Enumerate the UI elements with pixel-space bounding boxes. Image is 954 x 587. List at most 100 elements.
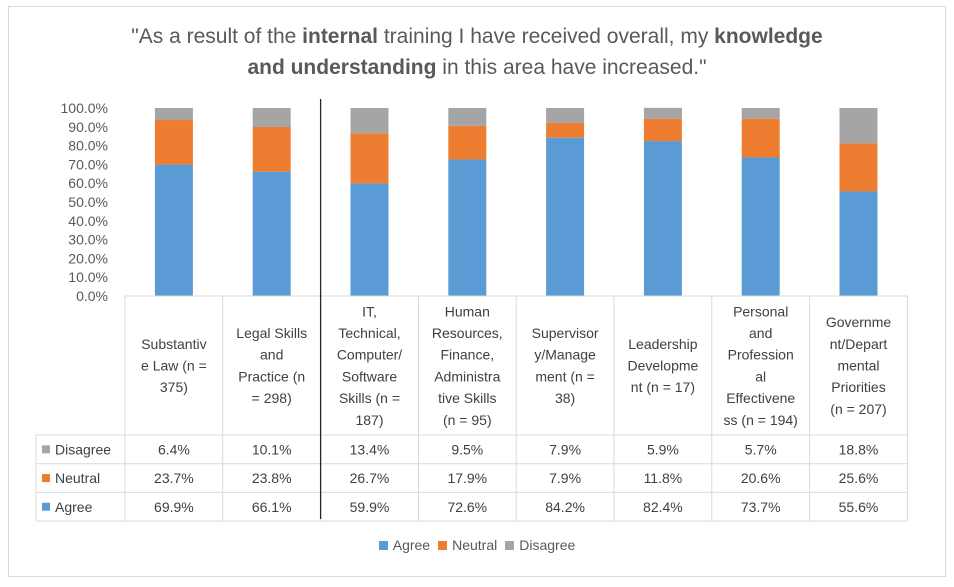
category-label: Supervisor [532,325,599,341]
category-label: Computer/ [337,347,402,363]
category-label: IT, [362,303,377,319]
data-label: 6.4% [158,441,190,457]
category-label: Governme [826,314,892,330]
y-tick-label: 50.0% [68,194,108,210]
legend-item-neutral: Neutral [438,537,497,553]
data-label: 13.4% [350,441,390,457]
bar-agree [350,183,389,296]
bar-neutral [448,125,487,160]
data-label: 9.5% [451,441,483,457]
category-label: ss (n = 194) [724,412,798,428]
category-label: ment (n = [535,368,595,384]
category-label: (n = 95) [443,412,492,428]
data-label: 7.9% [549,470,581,486]
bar-neutral [741,118,780,158]
legend: Agree Neutral Disagree [0,537,954,553]
category-label: and [260,347,283,363]
legend-swatch [378,541,388,550]
data-label: 73.7% [741,499,781,515]
category-label: nt/Depart [830,336,888,352]
category-label: Resources, [432,325,503,341]
data-label: 55.6% [839,499,879,515]
data-label: 26.7% [350,470,390,486]
bar-disagree [741,108,780,119]
category-label: Practice (n [238,368,305,384]
category-label: Technical, [338,325,400,341]
y-tick-label: 80.0% [68,138,108,154]
category-label: Personal [733,303,788,319]
category-label: 187) [355,412,383,428]
row-label-neutral: Neutral [55,470,100,486]
y-tick-label: 30.0% [68,232,108,248]
category-label: Administra [434,368,500,384]
category-label: 38) [555,390,575,406]
category-label: al [755,368,766,384]
data-label: 69.9% [154,499,194,515]
y-tick-label: 90.0% [68,119,108,135]
bar-disagree [546,108,585,123]
title-part: and understanding [247,56,437,79]
category-label: = 298) [252,390,292,406]
bar-disagree [252,108,291,127]
bar-neutral [350,133,389,184]
data-label: 17.9% [447,470,487,486]
data-label: 11.8% [644,470,683,486]
bar-disagree [643,107,682,119]
y-tick-label: 100.0% [61,100,108,116]
bar-neutral [154,120,193,165]
title-part: "As a result of the [131,25,303,48]
legend-key-neutral [42,474,50,483]
legend-swatch [505,541,515,550]
bar-agree [839,191,878,296]
legend-label: Disagree [519,537,576,553]
legend-label: Agree [392,537,431,553]
data-label: 25.6% [839,470,879,486]
y-tick-label: 0.0% [76,288,108,304]
legend-item-agree: Agree [378,537,431,553]
legend-item-disagree: Disagree [505,537,575,553]
category-label: Substantiv [141,336,206,352]
data-label: 5.9% [647,441,679,457]
row-label-agree: Agree [55,499,93,515]
bar-agree [448,159,487,296]
legend-swatch [438,541,448,550]
bar-neutral [643,118,682,142]
category-label: Leadership [628,336,697,352]
data-label: 10.1% [252,441,292,457]
y-tick-label: 20.0% [68,250,108,266]
category-label: e Law (n = [141,358,207,374]
data-label: 18.8% [839,441,879,457]
bar-disagree [350,108,389,134]
data-label: 84.2% [545,499,585,515]
title-part: training I have received overall, my [378,25,715,48]
legend-key-agree [42,502,50,511]
y-tick-label: 10.0% [68,269,108,285]
category-label: (n = 207) [830,401,886,417]
bar-disagree [154,108,193,121]
data-label: 7.9% [549,441,581,457]
category-label: Profession [728,347,794,363]
category-label: Developme [627,358,698,374]
data-label: 59.9% [350,499,390,515]
title-part: internal [302,25,379,48]
bar-neutral [839,143,878,192]
legend-key-disagree [42,445,50,454]
category-label: Skills (n = [339,390,400,406]
data-label: 82.4% [643,499,683,515]
category-label: Effectivene [726,390,795,406]
title-part: knowledge [714,25,823,48]
chart-title: "As a result of the internal training I … [0,21,954,83]
category-label: mental [837,358,879,374]
category-label: nt (n = 17) [631,379,695,395]
bar-neutral [546,122,585,138]
bar-disagree [448,108,487,126]
category-label: Finance, [440,347,494,363]
category-label: Priorities [831,379,885,395]
title-part: in this area have increased." [436,56,707,79]
y-tick-label: 70.0% [68,156,108,172]
data-label: 20.6% [741,470,781,486]
bar-agree [154,164,193,296]
category-label: Legal Skills [236,325,307,341]
legend-label: Neutral [452,537,498,553]
